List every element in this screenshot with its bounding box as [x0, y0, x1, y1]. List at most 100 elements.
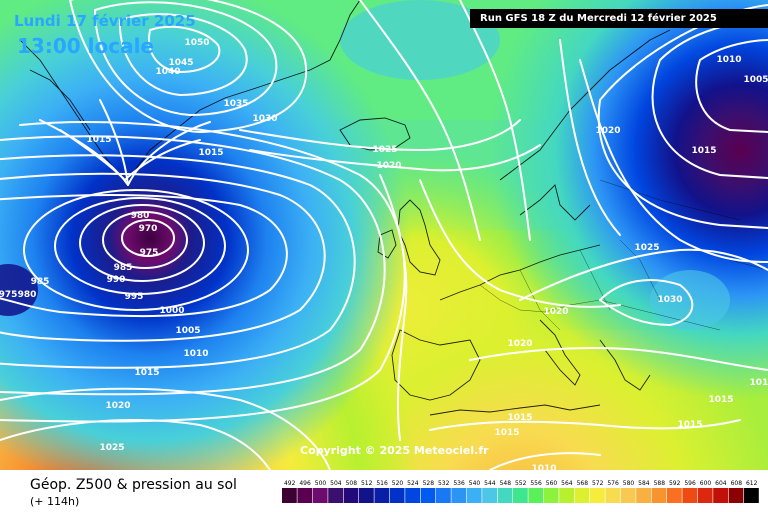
- scale-label: 584: [638, 480, 650, 487]
- scale-swatch: [620, 488, 636, 503]
- isobar-label: 1035: [223, 99, 248, 109]
- isobar-label: 1005: [743, 75, 768, 85]
- scale-swatch: [374, 488, 390, 503]
- isobar-label: 1015: [494, 428, 519, 438]
- scale-label: 512: [361, 480, 373, 487]
- scale-swatch: [389, 488, 405, 503]
- isobar-label: 1025: [372, 145, 397, 155]
- isobar-label: 1015: [134, 368, 159, 378]
- isobar-label: 1000: [159, 306, 184, 316]
- scale-swatch: [436, 488, 451, 503]
- scale-label: 524: [407, 480, 419, 487]
- isobar-label: 1030: [252, 114, 277, 124]
- scale-swatch: [682, 488, 698, 503]
- copyright-notice: Copyright © 2025 Meteociel.fr: [300, 444, 489, 457]
- scale-swatch: [528, 488, 544, 503]
- weather-map: 1050 1045 1040 1035 1030 1015 1015 1025 1020 980 9…: [0, 0, 768, 470]
- isobar-label: 980: [131, 211, 150, 221]
- isobar-label: 1015: [198, 148, 223, 158]
- isobar-label: 990: [107, 275, 126, 285]
- color-scale: 492 496 500 504 508 512 516 520 524 528 532 536 540 5…: [282, 477, 762, 509]
- scale-swatch: [312, 488, 328, 503]
- isobar-label: 1010: [531, 464, 556, 470]
- isobar-label: 975: [140, 248, 159, 258]
- parameter-title: Géop. Z500 & pression au sol: [30, 477, 237, 493]
- scale-label: 588: [654, 480, 666, 487]
- isobar-label: 985: [114, 263, 133, 273]
- scale-swatch: [605, 488, 621, 503]
- isobar-label: 980: [18, 290, 37, 300]
- scale-label: 540: [469, 480, 481, 487]
- isobar-label: 1020: [507, 339, 532, 349]
- scale-swatch: [405, 488, 420, 503]
- scale-swatch: [590, 488, 605, 503]
- isobar-label: 975: [0, 290, 17, 300]
- scale-label: 612: [746, 480, 758, 487]
- scale-swatch: [667, 488, 682, 503]
- scale-swatch: [420, 488, 436, 503]
- isobar-label: 1025: [634, 243, 659, 253]
- isobar-label: 1015: [691, 146, 716, 156]
- scale-swatch: [744, 488, 759, 503]
- scale-swatch: [574, 488, 590, 503]
- model-run-banner: Run GFS 18 Z du Mercredi 12 février 2025: [470, 9, 768, 28]
- scale-label: 580: [623, 480, 635, 487]
- isobar-label: 1045: [168, 58, 193, 68]
- scale-swatch: [697, 488, 713, 503]
- scale-label: 536: [453, 480, 465, 487]
- isobar-label: 1010: [716, 55, 741, 65]
- scale-label: 604: [715, 480, 727, 487]
- scale-label: 496: [299, 480, 311, 487]
- isobar-label: 1020: [376, 161, 401, 171]
- scale-label: 552: [515, 480, 527, 487]
- scale-label: 608: [731, 480, 743, 487]
- scale-swatch: [466, 488, 482, 503]
- scale-swatch: [636, 488, 651, 503]
- scale-label: 532: [438, 480, 450, 487]
- isobar-label: 1020: [595, 126, 620, 136]
- isobar-label: 1015: [677, 420, 702, 430]
- isobar-label: 1020: [105, 401, 130, 411]
- isobar-label: 1015: [507, 413, 532, 423]
- scale-swatch: [328, 488, 343, 503]
- isobar-label: 1005: [175, 326, 200, 336]
- scale-label: 544: [484, 480, 496, 487]
- isobar-label: 995: [125, 292, 144, 302]
- scale-label: 520: [392, 480, 404, 487]
- forecast-local-time: 13:00 locale: [17, 34, 154, 58]
- scale-swatch: [713, 488, 728, 503]
- scale-swatch: [297, 488, 313, 503]
- scale-label: 600: [700, 480, 712, 487]
- scale-label: 560: [546, 480, 558, 487]
- scale-swatch: [559, 488, 574, 503]
- scale-swatch: [728, 488, 744, 503]
- isobar-label: 1015: [86, 135, 111, 145]
- isobar-label: 1015: [749, 378, 768, 388]
- scale-label: 492: [284, 480, 296, 487]
- isobar-label: 1020: [543, 307, 568, 317]
- isobar-label: 1015: [708, 395, 733, 405]
- scale-swatch: [343, 488, 359, 503]
- scale-swatch: [482, 488, 497, 503]
- scale-label: 528: [423, 480, 435, 487]
- scale-swatch: [282, 488, 297, 503]
- scale-label: 504: [330, 480, 342, 487]
- scale-swatch: [451, 488, 467, 503]
- isobar-label: 1040: [155, 67, 180, 77]
- scale-label: 568: [577, 480, 589, 487]
- isobar-label: 970: [139, 224, 158, 234]
- scale-swatch: [543, 488, 559, 503]
- isobar-label: 1010: [183, 349, 208, 359]
- isobar-label: 985: [31, 277, 50, 287]
- isobar-label: 1050: [184, 38, 209, 48]
- scale-label: 564: [561, 480, 573, 487]
- scale-label: 572: [592, 480, 604, 487]
- scale-swatch: [359, 488, 374, 503]
- scale-label: 516: [376, 480, 388, 487]
- isobar-label: 1025: [99, 443, 124, 453]
- scale-label: 508: [346, 480, 358, 487]
- scale-label: 548: [500, 480, 512, 487]
- scale-label: 500: [315, 480, 327, 487]
- scale-swatch: [513, 488, 528, 503]
- forecast-date: Lundi 17 février 2025: [14, 12, 196, 30]
